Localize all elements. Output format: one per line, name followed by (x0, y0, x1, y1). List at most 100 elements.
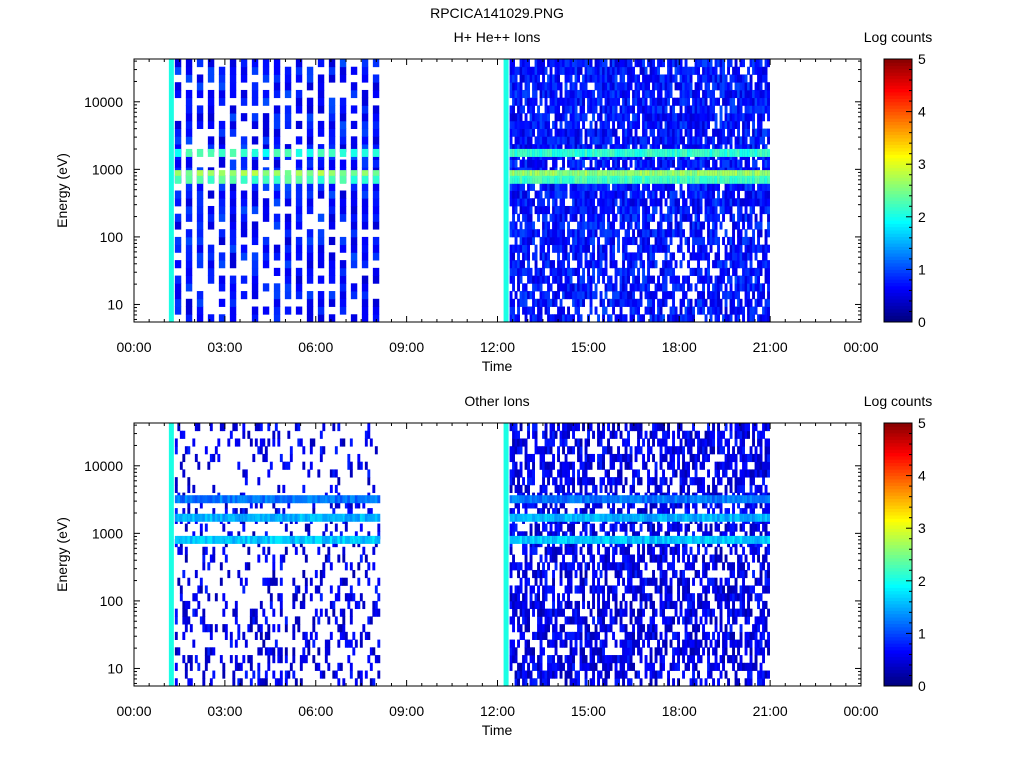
heatmap-cell (594, 213, 598, 222)
heatmap-cell (682, 298, 685, 307)
heatmap-cell (657, 314, 660, 323)
heatmap-cell (627, 105, 630, 114)
heatmap-cell (569, 291, 573, 300)
heatmap-cell (624, 89, 628, 99)
heatmap-cell (329, 469, 333, 478)
heatmap-cell (757, 128, 760, 137)
heatmap-band-cell (709, 148, 713, 157)
heatmap-band-cell (202, 535, 206, 544)
heatmap-cell (182, 655, 186, 664)
heatmap-cell (185, 128, 193, 137)
heatmap-cell (574, 213, 578, 222)
heatmap-cell (349, 438, 353, 447)
heatmap-cell (589, 213, 593, 222)
heatmap-cell (642, 144, 645, 153)
heatmap-cell (714, 159, 718, 168)
heatmap-cell (567, 260, 570, 269)
heatmap-cell (372, 244, 380, 253)
heatmap-cell (619, 298, 623, 307)
heatmap-cell (642, 244, 645, 253)
heatmap-cell (552, 236, 555, 246)
heatmap-cell (369, 647, 373, 656)
heatmap-cell (577, 221, 580, 230)
heatmap-band-cell (524, 148, 528, 157)
heatmap-cell (662, 298, 665, 307)
heatmap-band-cell (579, 170, 583, 179)
heatmap-band-cell (289, 513, 293, 522)
heatmap-cell (532, 221, 535, 230)
heatmap-cell (599, 244, 603, 253)
heatmap-cell (514, 128, 518, 137)
heatmap-cell (604, 198, 608, 207)
heatmap-cell (284, 198, 292, 207)
heatmap-cell (273, 66, 281, 75)
heatmap-cell (729, 105, 733, 114)
heatmap-cell (273, 89, 281, 99)
heatmap-cell (218, 82, 226, 91)
heatmap-cell (514, 74, 518, 83)
heatmap-cell (374, 608, 378, 617)
heatmap-cell (697, 113, 700, 122)
heatmap-cell (524, 229, 528, 238)
heatmap-cell (572, 244, 575, 253)
heatmap-cell (604, 144, 608, 153)
heatmap-cell (627, 89, 630, 99)
heatmap-cell (687, 283, 690, 292)
heatmap-cell (184, 446, 188, 455)
heatmap-cell (329, 631, 333, 640)
heatmap-cell (328, 198, 336, 207)
heatmap-cell (702, 105, 705, 114)
heatmap-cell (762, 136, 765, 145)
heatmap-cell (196, 198, 204, 207)
heatmap-cell (659, 198, 663, 207)
heatmap-cell (527, 105, 530, 114)
heatmap-cell (647, 82, 650, 91)
heatmap-cell (514, 267, 518, 276)
heatmap-cell (612, 128, 615, 137)
heatmap-cell (734, 291, 738, 300)
heatmap-band-cell (202, 513, 206, 522)
heatmap-band-cell (282, 495, 286, 504)
heatmap-cell (584, 260, 588, 269)
heatmap-cell (659, 283, 663, 292)
heatmap-cell (729, 97, 733, 106)
colorbar-segment (884, 160, 912, 165)
heatmap-cell (577, 120, 580, 130)
heatmap-cell (669, 205, 673, 215)
heatmap-cell (699, 267, 703, 276)
heatmap-cell (251, 314, 259, 323)
heatmap-cell (759, 221, 763, 230)
heatmap-band-cell (672, 175, 675, 184)
heatmap-cell (222, 523, 226, 532)
heatmap-band-cell (177, 495, 181, 504)
heatmap-cell (727, 159, 730, 168)
heatmap-band-cell (577, 175, 580, 184)
heatmap-cell (289, 531, 293, 540)
heatmap-cell (339, 105, 347, 114)
heatmap-cell (357, 670, 361, 679)
heatmap-cell (729, 252, 733, 261)
heatmap-cell (647, 252, 650, 261)
heatmap-start-column (168, 423, 174, 686)
heatmap-cell (639, 229, 643, 238)
heatmap-cell (349, 639, 353, 648)
heatmap-cell (742, 283, 745, 292)
heatmap-cell (229, 74, 237, 83)
heatmap-cell (657, 306, 660, 315)
heatmap-cell (734, 260, 738, 269)
heatmap-band-cell (240, 148, 248, 157)
heatmap-cell (707, 120, 710, 130)
heatmap-cell (557, 213, 560, 222)
heatmap-cell (757, 97, 760, 106)
heatmap-cell (319, 446, 323, 455)
heatmap-cell (527, 82, 530, 91)
heatmap-cell (272, 608, 276, 617)
heatmap-cell (587, 275, 590, 284)
heatmap-cell (657, 128, 660, 137)
heatmap-cell (612, 120, 615, 130)
heatmap-cell (619, 291, 623, 300)
heatmap-cell (727, 66, 730, 75)
heatmap-cell (207, 59, 215, 68)
heatmap-cell (682, 82, 685, 91)
heatmap-cell (709, 198, 713, 207)
